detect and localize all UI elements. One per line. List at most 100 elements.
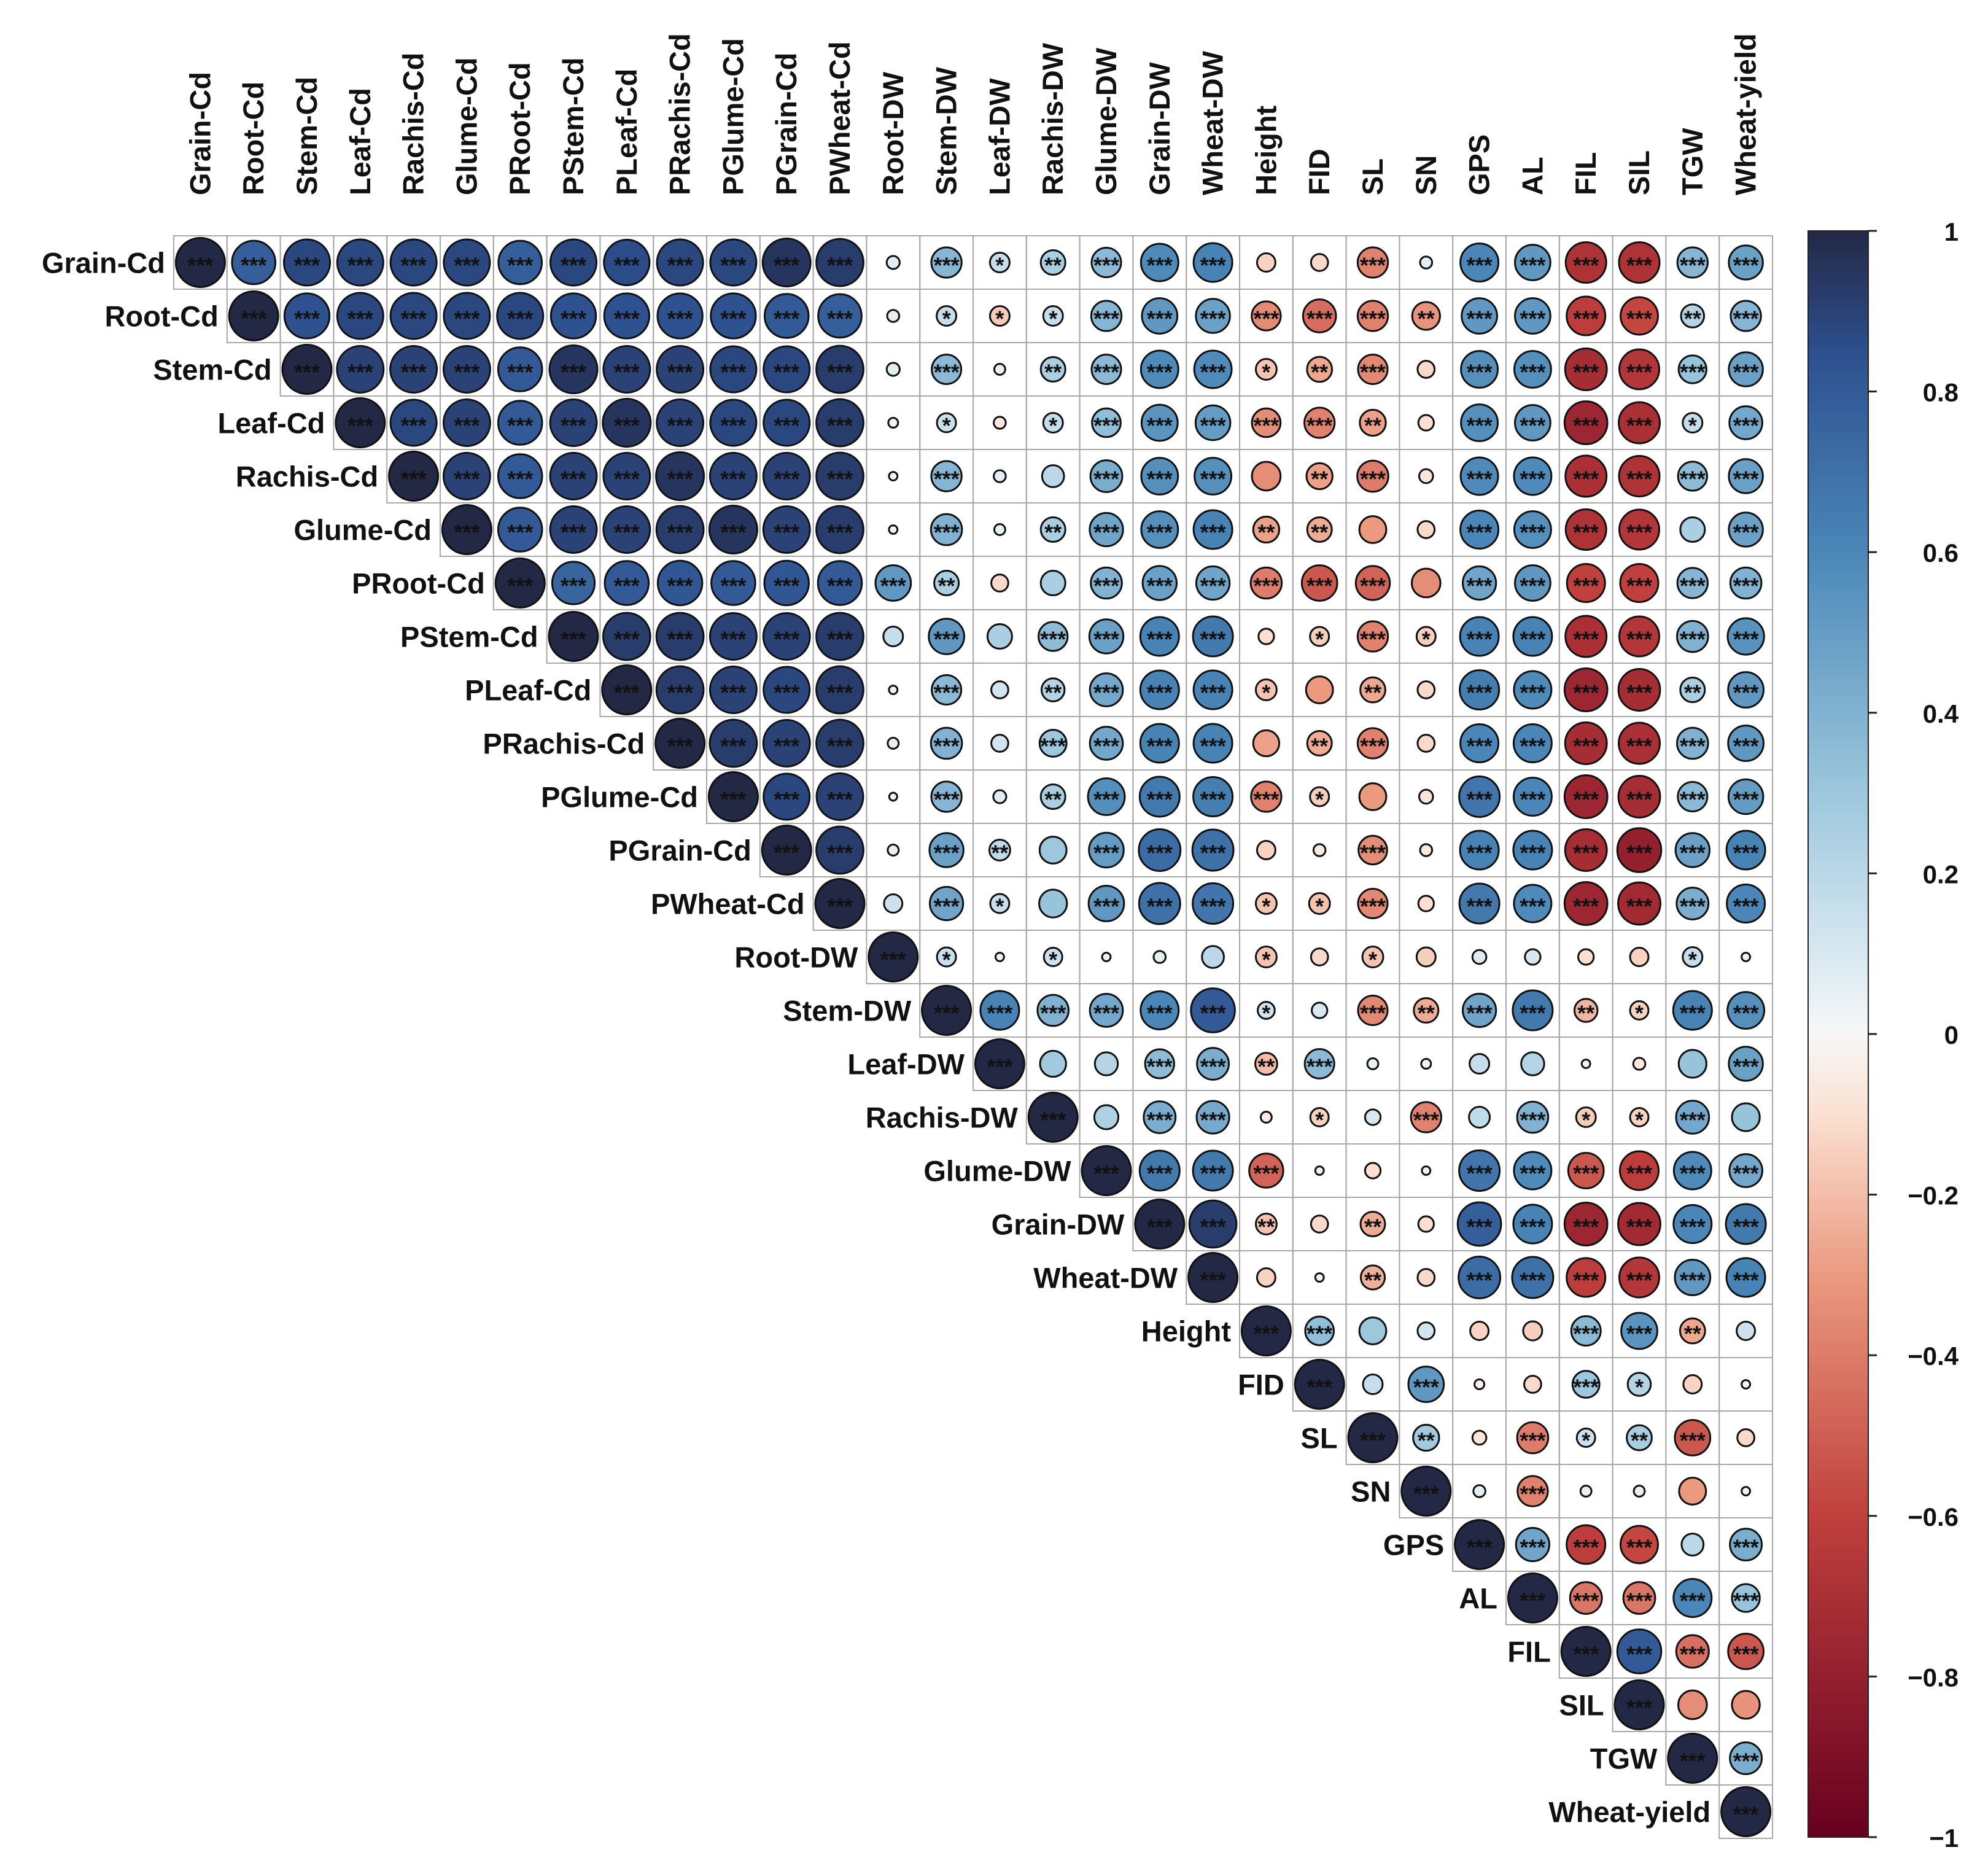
significance-label: *** (1733, 573, 1759, 599)
correlation-circle (1347, 1412, 1399, 1463)
correlation-circle (602, 398, 652, 448)
significance-label: *** (1467, 1161, 1493, 1186)
correlation-circle (1358, 1316, 1388, 1345)
correlation-circle (497, 507, 543, 553)
row-label: AL (1459, 1582, 1497, 1615)
correlation-circle (1195, 298, 1231, 334)
correlation-circle (656, 345, 705, 394)
significance-label: *** (294, 253, 320, 278)
significance-label: *** (1093, 520, 1119, 545)
correlation-circle (868, 931, 919, 982)
correlation-circle (602, 345, 651, 394)
correlation-circle (549, 452, 598, 500)
correlation-circle (1620, 1525, 1659, 1565)
correlation-circle (930, 780, 963, 813)
significance-label: *** (1253, 1321, 1279, 1347)
significance-label: *** (720, 734, 746, 759)
correlation-circle (763, 293, 810, 339)
correlation-circle (1418, 788, 1434, 805)
significance-label: *** (241, 253, 266, 278)
significance-label: *** (1147, 1161, 1173, 1186)
correlation-circle (602, 505, 651, 554)
correlation-circle (1140, 510, 1179, 549)
significance-label: *** (1467, 413, 1493, 438)
significance-label: * (1635, 1001, 1644, 1026)
significance-label: ** (1311, 520, 1328, 545)
correlation-circle (709, 612, 758, 661)
significance-label: *** (454, 520, 480, 545)
correlation-circle (761, 825, 812, 876)
significance-label: *** (1413, 1375, 1439, 1400)
column-label: GPS (1463, 134, 1496, 195)
correlation-circle (335, 397, 386, 448)
correlation-circle (1674, 1419, 1712, 1456)
significance-label: *** (774, 627, 799, 652)
significance-label: *** (827, 306, 853, 332)
correlation-circle (1418, 468, 1434, 484)
correlation-circle (1400, 1466, 1452, 1517)
correlation-circle (441, 504, 492, 555)
significance-label: *** (1467, 1268, 1493, 1293)
significance-label: *** (454, 253, 480, 278)
correlation-circle (1088, 831, 1125, 869)
significance-label: *** (1733, 1802, 1759, 1827)
correlation-circle (1513, 350, 1552, 389)
significance-label: *** (1307, 1375, 1332, 1400)
column-label: Leaf-DW (983, 78, 1015, 195)
significance-label: * (1262, 1001, 1270, 1026)
significance-label: *** (1360, 253, 1386, 278)
significance-label: *** (1307, 413, 1332, 438)
significance-label: * (1315, 627, 1324, 652)
column-label: Stem-Cd (290, 77, 323, 195)
correlation-circle (1038, 729, 1068, 758)
significance-label: ** (1364, 1215, 1381, 1240)
correlation-circle (656, 292, 704, 340)
correlation-circle (931, 354, 963, 385)
significance-label: *** (667, 360, 693, 385)
significance-label: *** (1573, 1268, 1599, 1293)
significance-label: *** (1467, 573, 1493, 599)
correlation-circle (1461, 992, 1497, 1028)
correlation-circle (762, 719, 811, 768)
correlation-circle (1728, 405, 1763, 440)
correlation-circle (1192, 776, 1234, 817)
correlation-circle (1152, 950, 1167, 964)
significance-label: *** (614, 680, 640, 706)
significance-label: *** (1467, 680, 1493, 706)
correlation-circle (1087, 885, 1125, 922)
correlation-circle (1039, 570, 1066, 596)
correlation-circle (1090, 247, 1122, 278)
significance-label: *** (1733, 1588, 1759, 1614)
significance-label: *** (561, 253, 586, 278)
correlation-circle (1038, 836, 1068, 865)
significance-label: *** (1626, 680, 1652, 706)
correlation-circle (1563, 881, 1609, 926)
significance-label: *** (507, 467, 533, 492)
significance-label: *** (1520, 573, 1545, 599)
correlation-circle (656, 398, 705, 447)
significance-label: *** (1573, 413, 1599, 438)
significance-label: *** (1573, 1215, 1599, 1240)
correlation-circle (1312, 843, 1327, 857)
significance-label: *** (1626, 573, 1652, 599)
correlation-circle (762, 505, 811, 554)
significance-label: *** (401, 360, 427, 385)
significance-label: *** (1040, 1108, 1066, 1133)
correlation-circle (1361, 946, 1384, 968)
correlation-circle (815, 612, 864, 661)
significance-label: *** (1040, 1001, 1066, 1026)
correlation-circle (888, 471, 899, 481)
correlation-circle (1419, 255, 1434, 270)
significance-label: *** (667, 520, 693, 545)
significance-label: *** (1520, 627, 1545, 652)
column-label: SIL (1623, 150, 1655, 195)
correlation-circle (1410, 567, 1442, 599)
significance-label: *** (1680, 1428, 1706, 1453)
correlation-circle (763, 345, 811, 394)
column-labels: Grain-Cd Root-Cd Stem-Cd Leaf-Cd Rachis-Cd Gl… (184, 33, 1761, 195)
correlation-circle (1187, 1252, 1239, 1303)
significance-label: *** (1573, 467, 1599, 492)
correlation-circle (815, 505, 864, 554)
correlation-circle (1308, 892, 1331, 915)
correlation-circle (1305, 675, 1334, 704)
